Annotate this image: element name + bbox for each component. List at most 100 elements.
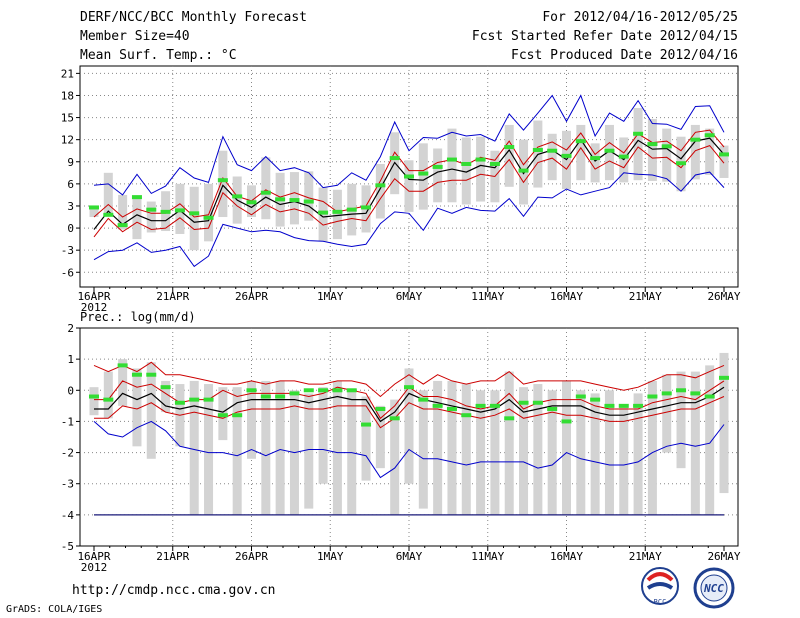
x-tick-label: 21APR: [156, 550, 189, 563]
ensemble-box: [375, 163, 385, 219]
x-tick-label: 16MAY: [550, 550, 583, 563]
observation-marker: [146, 207, 157, 212]
y-tick-label: -4: [61, 509, 75, 522]
ensemble-box: [146, 362, 156, 459]
observation-marker: [633, 403, 644, 408]
observation-marker: [189, 397, 200, 402]
ensemble-box: [590, 143, 600, 183]
ensemble-box: [490, 390, 500, 515]
ensemble-box: [476, 136, 486, 202]
y-tick-label: 3: [67, 200, 74, 213]
observation-marker: [160, 385, 171, 390]
ensemble-box: [690, 371, 700, 515]
x-tick-label: 16MAY: [550, 290, 583, 303]
observation-marker: [633, 131, 644, 136]
variable-label: Mean Surf. Temp.: °C: [80, 48, 237, 63]
observation-marker: [275, 197, 286, 202]
panel-precipitation: -5 -4 -3 -2 -1 0 1 2 16APR 21APR 26APR 1MAY 6MAY 11MA…: [61, 322, 741, 574]
ensemble-box: [146, 201, 156, 233]
observation-marker: [303, 199, 314, 204]
y-tick-label: 9: [67, 156, 74, 169]
observation-marker: [346, 207, 357, 212]
x-tick-label: 26APR: [235, 290, 268, 303]
bcc-logo-text: BCC: [654, 598, 667, 606]
ensemble-box: [461, 137, 471, 205]
series-mean: [94, 386, 725, 423]
x-tick-label: 11MAY: [471, 290, 504, 303]
ensemble-box: [647, 380, 657, 515]
observation-marker: [217, 413, 228, 418]
observation-marker: [260, 394, 271, 399]
x-tick-label: 6MAY: [396, 550, 423, 563]
observation-marker: [174, 208, 185, 213]
observation-marker: [361, 422, 372, 427]
observation-marker: [275, 394, 286, 399]
observation-marker: [117, 363, 128, 368]
series-lower-envelope: [93, 171, 725, 268]
ensemble-box: [461, 384, 471, 515]
observation-marker: [461, 413, 472, 418]
y-tick-label: 1: [67, 353, 74, 366]
observation-marker: [89, 394, 99, 399]
observation-marker: [160, 209, 171, 214]
observation-marker: [89, 205, 99, 210]
ensemble-box: [275, 380, 285, 515]
observation-marker: [561, 153, 572, 158]
y-tick-label: 21: [61, 67, 74, 80]
ensemble-box: [504, 371, 514, 515]
ensemble-box: [390, 399, 400, 515]
grads-credit: GrADS: COLA/IGES: [6, 604, 103, 615]
observation-marker: [547, 406, 558, 411]
ensemble-box: [103, 371, 113, 419]
observation-marker: [404, 385, 414, 390]
observation-marker: [232, 413, 243, 418]
ensemble-box: [189, 186, 199, 251]
ensemble-box: [662, 128, 672, 182]
y-tick-label: -6: [61, 266, 74, 279]
ensemble-box: [676, 371, 686, 469]
ensemble-box: [261, 157, 271, 220]
ensemble-box: [318, 387, 328, 484]
observation-marker: [246, 200, 257, 205]
y-tick-label: -3: [61, 478, 74, 491]
member-size: Member Size=40: [80, 29, 190, 44]
x-year-label: 2012: [81, 561, 108, 574]
ensemble-box: [590, 393, 600, 515]
source-url[interactable]: http://cmdp.ncc.cma.gov.cn: [72, 583, 276, 598]
observation-marker: [131, 372, 142, 377]
ensemble-box: [375, 405, 385, 469]
observation-marker: [361, 205, 372, 210]
ensemble-box: [633, 393, 643, 515]
x-tick-label: 16APR: [77, 290, 110, 303]
x-tick-label: 1MAY: [317, 550, 344, 563]
y-tick-label: -2: [61, 447, 74, 460]
observation-marker: [618, 154, 629, 159]
observation-marker: [604, 403, 615, 408]
observation-marker: [146, 372, 157, 377]
observation-marker: [532, 400, 543, 405]
ensemble-box: [404, 160, 414, 212]
ensemble-box: [418, 143, 428, 210]
observation-marker: [704, 133, 715, 138]
x-tick-label: 21MAY: [629, 290, 662, 303]
observation-marker: [446, 157, 457, 162]
ensemble-box: [433, 148, 443, 203]
observation-marker: [475, 403, 486, 408]
ncc-logo-text: NCC: [703, 582, 724, 595]
cma-logo: BCC: [641, 567, 679, 606]
y-tick-label: -5: [61, 540, 74, 553]
ensemble-box: [361, 396, 371, 481]
observation-marker: [289, 198, 300, 203]
x-tick-label: 26APR: [235, 550, 268, 563]
y-tick-label: 15: [61, 112, 74, 125]
ensemble-box: [118, 359, 128, 406]
ensemble-box: [619, 405, 629, 515]
observation-marker: [432, 403, 443, 408]
observation-marker: [318, 388, 329, 393]
ensemble-box: [719, 352, 729, 494]
ensemble-box: [476, 390, 486, 515]
ensemble-box: [232, 387, 242, 515]
precip-label: Prec.: log(mm/d): [80, 310, 196, 324]
observation-marker: [647, 394, 658, 399]
